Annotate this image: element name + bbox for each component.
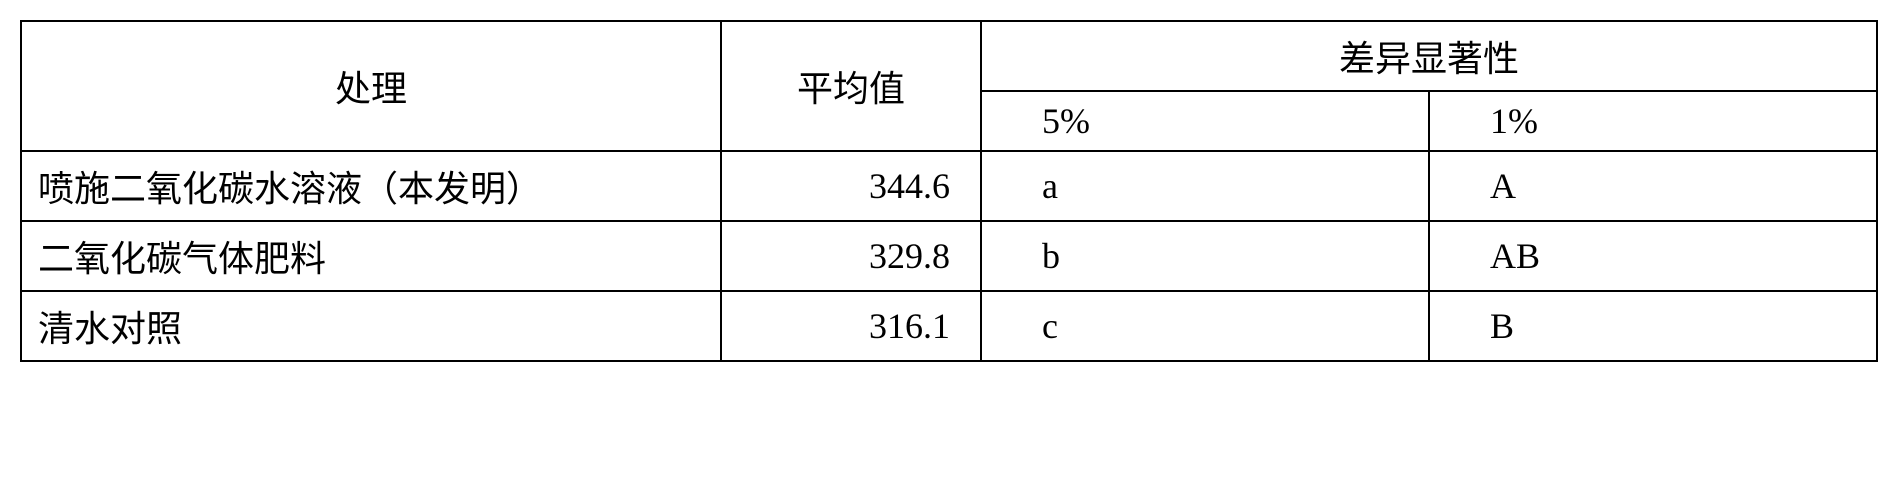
cell-sig5: a: [981, 151, 1429, 221]
cell-sig1: A: [1429, 151, 1877, 221]
header-sig-5: 5%: [981, 91, 1429, 151]
cell-mean: 344.6: [721, 151, 981, 221]
cell-sig1: AB: [1429, 221, 1877, 291]
significance-table: 处理 平均值 差异显著性 5% 1% 喷施二氧化碳水溶液（本发明） 344.6 …: [20, 20, 1878, 362]
header-sig-1: 1%: [1429, 91, 1877, 151]
cell-sig5: c: [981, 291, 1429, 361]
cell-sig5: b: [981, 221, 1429, 291]
header-mean: 平均值: [721, 21, 981, 151]
cell-treatment: 清水对照: [21, 291, 721, 361]
table-row: 二氧化碳气体肥料 329.8 b AB: [21, 221, 1877, 291]
cell-mean: 329.8: [721, 221, 981, 291]
table-row: 清水对照 316.1 c B: [21, 291, 1877, 361]
cell-sig1: B: [1429, 291, 1877, 361]
header-treatment: 处理: [21, 21, 721, 151]
header-significance: 差异显著性: [981, 21, 1877, 91]
cell-mean: 316.1: [721, 291, 981, 361]
table-row: 喷施二氧化碳水溶液（本发明） 344.6 a A: [21, 151, 1877, 221]
cell-treatment: 二氧化碳气体肥料: [21, 221, 721, 291]
cell-treatment: 喷施二氧化碳水溶液（本发明）: [21, 151, 721, 221]
